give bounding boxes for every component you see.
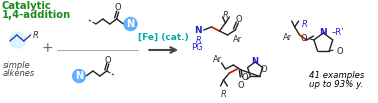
Text: R: R [33,30,39,39]
Text: O: O [104,56,111,64]
Text: [Fe] (cat.): [Fe] (cat.) [138,33,189,42]
Text: N: N [194,26,202,35]
Circle shape [124,18,137,30]
Text: O: O [115,2,121,12]
Text: R: R [196,36,202,45]
Text: O: O [301,34,307,43]
Text: Ar: Ar [282,33,292,42]
Circle shape [73,70,85,83]
Text: +: + [42,41,53,55]
Text: –R’: –R’ [331,28,344,36]
Text: O: O [261,64,267,74]
Text: up to 93% y.: up to 93% y. [308,80,363,89]
Text: R: R [302,19,307,29]
Text: N: N [75,71,83,81]
Text: R: R [220,90,226,99]
Text: simple: simple [3,61,31,70]
Text: O: O [336,47,343,56]
Text: N: N [127,19,135,29]
Text: Ar: Ar [233,35,242,44]
Text: 1,4-addition: 1,4-addition [2,10,71,20]
Text: alkenes: alkenes [3,69,35,78]
Text: N: N [252,57,259,66]
Text: Catalytic: Catalytic [2,1,52,11]
Text: PG: PG [191,43,203,52]
Text: O: O [238,81,245,90]
Text: O: O [236,15,243,23]
Circle shape [10,32,26,48]
Text: R: R [223,11,228,20]
Text: N: N [319,28,327,36]
Text: O: O [242,74,249,83]
Text: Ar: Ar [213,54,222,64]
Text: 41 examples: 41 examples [308,71,364,80]
